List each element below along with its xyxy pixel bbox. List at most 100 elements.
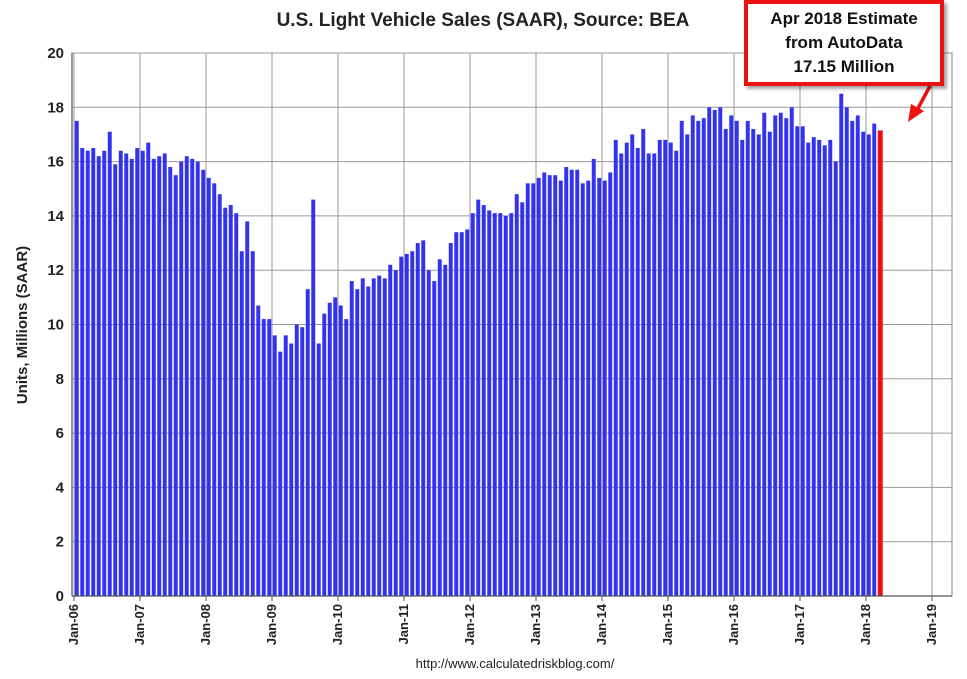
bar: [635, 148, 640, 596]
bar: [564, 167, 569, 596]
bar: [421, 240, 426, 596]
y-tick-label: 4: [56, 479, 65, 496]
bar: [646, 153, 651, 596]
y-tick-label: 2: [56, 534, 64, 551]
y-tick-label: 8: [56, 371, 64, 388]
bar: [707, 107, 712, 597]
bar: [476, 199, 481, 597]
bar: [168, 167, 173, 596]
bar: [795, 126, 800, 597]
bar: [525, 183, 530, 596]
bar: [778, 112, 783, 596]
bar: [613, 139, 618, 596]
bar: [107, 131, 112, 597]
bar: [547, 175, 552, 597]
bar: [773, 115, 778, 596]
bar: [729, 115, 734, 596]
bar-highlight: [877, 130, 883, 596]
bar: [124, 153, 129, 596]
bar: [426, 270, 431, 596]
bar: [393, 270, 398, 596]
bar: [278, 351, 283, 596]
bar: [349, 281, 354, 596]
bar: [437, 259, 442, 596]
bar: [701, 118, 706, 596]
bar: [223, 207, 228, 596]
bar: [415, 243, 420, 597]
bar: [344, 319, 349, 596]
bar: [465, 229, 470, 596]
axes: [71, 53, 952, 601]
bar: [833, 161, 838, 596]
bar: [558, 180, 563, 597]
bar: [74, 120, 79, 596]
bar: [195, 161, 200, 596]
callout-arrow-shaft: [914, 85, 932, 113]
bar: [228, 205, 233, 597]
bar: [602, 180, 607, 597]
bar: [300, 327, 305, 596]
x-tick-label: Jan-19: [924, 604, 939, 645]
bar: [553, 175, 558, 597]
bar: [745, 120, 750, 596]
bar: [767, 131, 772, 597]
bar: [630, 134, 635, 596]
x-tick-labels: Jan-06 Jan-07 Jan-08 Jan-09 Jan-10 Jan-11 Jan-…: [66, 603, 939, 645]
bar: [481, 205, 486, 597]
bar: [756, 134, 761, 596]
bar: [454, 232, 459, 596]
bar: [685, 134, 690, 596]
bar: [162, 153, 167, 596]
y-tick-label: 20: [47, 45, 64, 62]
y-tick-label: 6: [56, 425, 64, 442]
x-tick-label: Jan-11: [396, 604, 411, 644]
bar: [723, 129, 728, 596]
bar: [448, 243, 453, 597]
bar: [91, 148, 96, 596]
bar: [762, 112, 767, 596]
bar: [828, 139, 833, 596]
bar: [283, 335, 288, 596]
x-tick-label: Jan-10: [330, 604, 345, 645]
bar: [322, 313, 327, 596]
bar: [839, 93, 844, 596]
bar: [591, 158, 596, 596]
callout-line-1: Apr 2018 Estimate: [770, 9, 918, 28]
bar: [624, 142, 629, 596]
bars: [74, 93, 883, 597]
bar: [663, 139, 668, 596]
bar: [245, 221, 250, 596]
x-tick-label: Jan-12: [462, 604, 477, 645]
bar: [201, 169, 206, 596]
bar: [784, 118, 789, 596]
bar: [800, 126, 805, 597]
bar: [118, 150, 123, 597]
bar: [382, 278, 387, 596]
y-axis-label: Units, Millions (SAAR): [14, 246, 31, 404]
bar: [173, 175, 178, 597]
bar: [135, 148, 140, 596]
bar: [184, 156, 189, 597]
bar: [822, 145, 827, 596]
bar: [311, 199, 316, 597]
bar: [569, 169, 574, 596]
bar: [619, 153, 624, 596]
bar: [366, 286, 371, 596]
bar: [817, 139, 822, 596]
bar: [102, 150, 107, 597]
bar: [690, 115, 695, 596]
bar: [674, 150, 679, 597]
bar: [410, 251, 415, 596]
bar: [861, 131, 866, 597]
bar: [492, 213, 497, 596]
x-tick-label: Jan-09: [264, 604, 279, 645]
bar: [157, 156, 162, 597]
bar: [657, 139, 662, 596]
bar: [96, 156, 101, 597]
bar: [740, 139, 745, 596]
bar: [294, 324, 299, 596]
x-tick-label: Jan-16: [726, 604, 741, 645]
bar: [850, 120, 855, 596]
x-tick-label: Jan-18: [858, 604, 873, 645]
x-tick-label: Jan-06: [66, 604, 81, 645]
